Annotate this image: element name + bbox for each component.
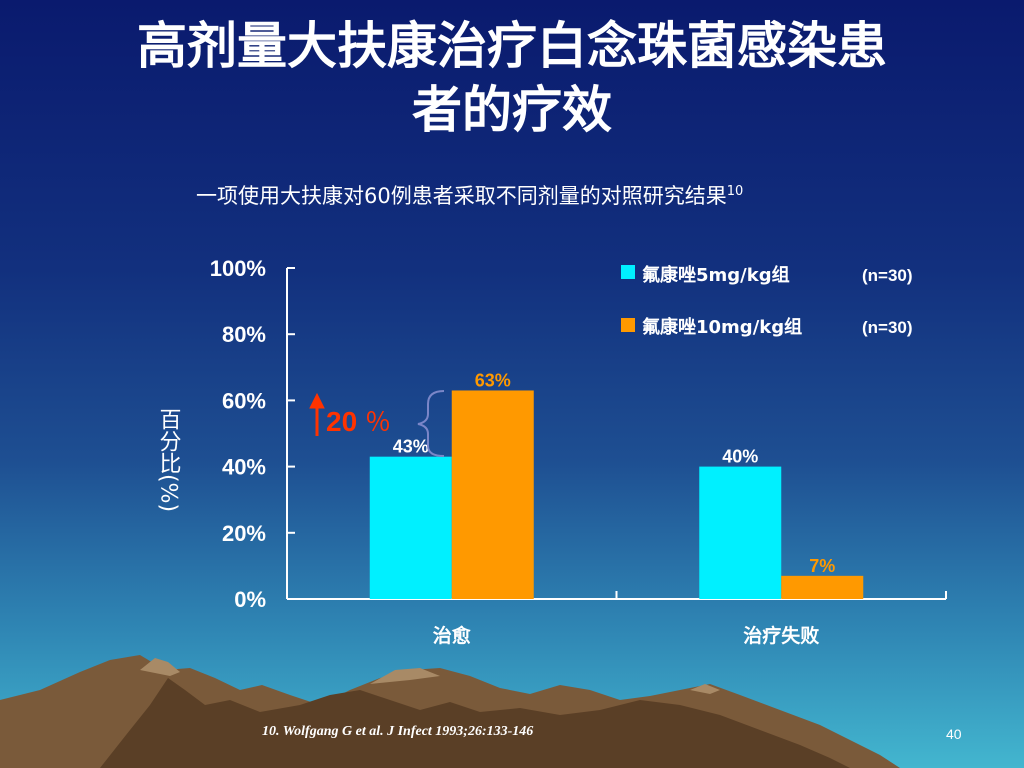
chart-bars bbox=[369, 390, 864, 599]
bar-2-1 bbox=[451, 390, 534, 599]
slide-subtitle: 一项使用大扶康对60例患者采取不同剂量的对照研究结果10 bbox=[196, 180, 743, 210]
title-line-1: 高剂量大扶康治疗白念珠菌感染患 bbox=[137, 17, 887, 75]
title-line-2: 者的疗效 bbox=[412, 81, 612, 139]
up-arrow-icon bbox=[309, 392, 325, 436]
x-category-label: 治愈 bbox=[433, 624, 472, 647]
y-axis-ticks: 0% 20% 40% 60% 80% 100% bbox=[210, 256, 295, 612]
y-tick-label: 80% bbox=[222, 322, 266, 347]
x-category-label: 治疗失败 bbox=[743, 624, 819, 647]
y-tick-label: 0% bbox=[234, 587, 266, 612]
bar-value-label: 7% bbox=[809, 556, 835, 576]
reference-footnote: 10. Wolfgang G et al. J Infect 1993;26:1… bbox=[262, 724, 534, 739]
slide-title: 高剂量大扶康治疗白念珠菌感染患 者的疗效 bbox=[0, 14, 1024, 142]
legend-n-10mg: (n=30) bbox=[862, 318, 913, 337]
page-number: 40 bbox=[946, 726, 962, 742]
bar-1-2 bbox=[699, 466, 782, 599]
mountain-landscape bbox=[0, 655, 900, 768]
x-axis-labels: 治愈 治疗失败 bbox=[433, 624, 820, 647]
y-axis-title: 百分比(%) bbox=[156, 408, 182, 512]
legend-label-10mg: 氟康唑10mg/kg组 bbox=[642, 316, 802, 338]
legend-swatch-10mg bbox=[621, 318, 635, 332]
bar-value-label: 40% bbox=[722, 447, 758, 467]
difference-annotation: 20 ％ bbox=[309, 390, 445, 457]
y-tick-label: 100% bbox=[210, 256, 266, 281]
bar-value-label: 63% bbox=[475, 370, 511, 390]
subtitle-text: 一项使用大扶康对60例患者采取不同剂量的对照研究结果 bbox=[196, 184, 727, 208]
y-tick-label: 40% bbox=[222, 455, 266, 480]
brace-icon bbox=[417, 390, 445, 457]
difference-percent-sign: ％ bbox=[365, 408, 391, 438]
bar-1-1 bbox=[369, 456, 452, 599]
legend-label-5mg: 氟康唑5mg/kg组 bbox=[642, 264, 790, 286]
y-tick-label: 20% bbox=[222, 521, 266, 546]
chart-legend: 氟康唑5mg/kg组 (n=30) 氟康唑10mg/kg组 (n=30) bbox=[621, 264, 913, 338]
bar-value-labels: 43% 63% 40% 7% bbox=[393, 370, 836, 575]
subtitle-reference: 10 bbox=[726, 184, 744, 199]
legend-swatch-5mg bbox=[621, 265, 635, 279]
legend-n-5mg: (n=30) bbox=[862, 266, 913, 285]
difference-value: 20 bbox=[326, 406, 357, 437]
bar-2-2 bbox=[781, 575, 864, 599]
y-tick-label: 60% bbox=[222, 388, 266, 413]
bar-value-label: 43% bbox=[393, 437, 429, 457]
